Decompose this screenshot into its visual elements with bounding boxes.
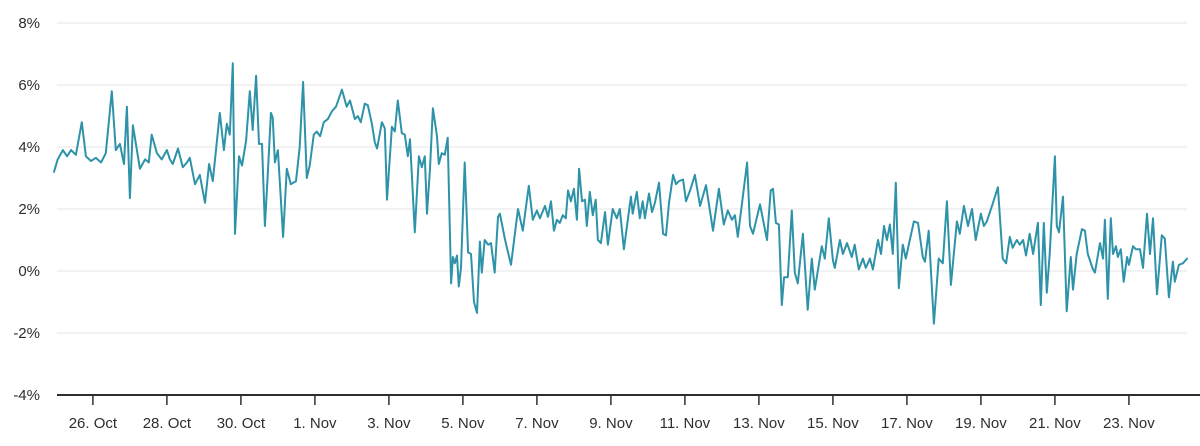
x-axis-label: 13. Nov [733, 415, 785, 432]
x-axis-label: 26. Oct [69, 415, 118, 432]
x-axis-label: 7. Nov [515, 415, 559, 432]
y-axis-label: -2% [13, 325, 40, 342]
x-axis-label: 23. Nov [1103, 415, 1155, 432]
y-axis-label: 4% [18, 139, 40, 156]
y-axis-label: 2% [18, 201, 40, 218]
x-axis-label: 5. Nov [441, 415, 485, 432]
x-axis-label: 28. Oct [143, 415, 192, 432]
y-axis-label: 0% [18, 263, 40, 280]
x-axis-label: 21. Nov [1029, 415, 1081, 432]
series-line [53, 62, 1188, 325]
x-axis-label: 15. Nov [807, 415, 859, 432]
x-axis-label: 19. Nov [955, 415, 1007, 432]
x-axis-label: 11. Nov [660, 415, 711, 432]
x-axis-label: 3. Nov [367, 415, 411, 432]
x-axis-label: 1. Nov [293, 415, 337, 432]
x-axis-label: 17. Nov [881, 415, 933, 432]
y-axis-label: 8% [18, 15, 40, 32]
y-axis-label: -4% [13, 387, 40, 404]
x-axis-label: 30. Oct [217, 415, 266, 432]
y-axis-label: 6% [18, 77, 40, 94]
x-axis-label: 9. Nov [589, 415, 633, 432]
